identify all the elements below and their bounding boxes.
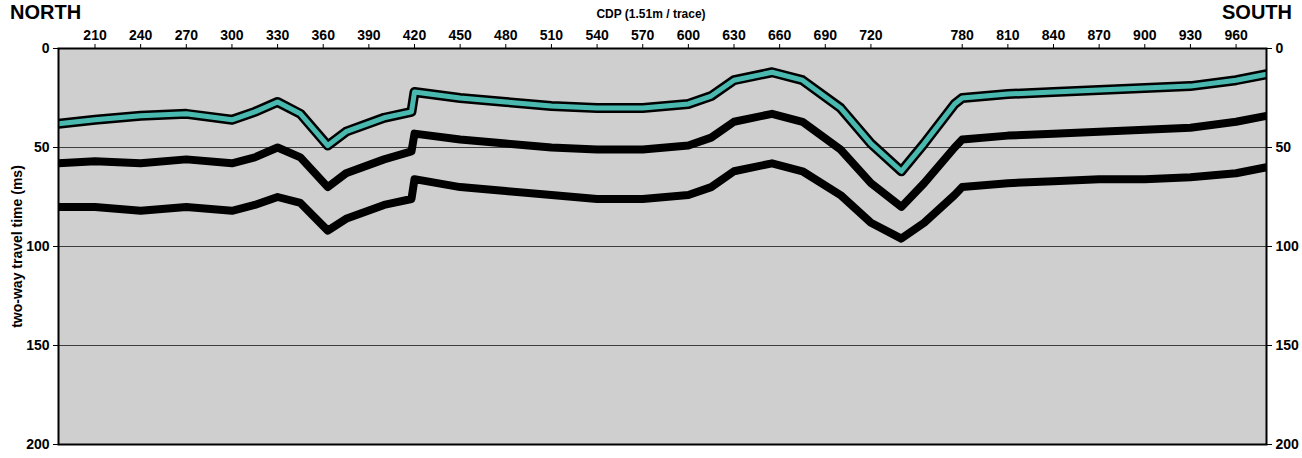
svg-text:210: 210 bbox=[83, 27, 107, 43]
svg-text:840: 840 bbox=[1042, 27, 1066, 43]
html-text:NORTH: NORTH bbox=[10, 1, 82, 23]
svg-text:200: 200 bbox=[1276, 436, 1300, 452]
svg-text:270: 270 bbox=[175, 27, 199, 43]
svg-text:330: 330 bbox=[266, 27, 290, 43]
svg-text:900: 900 bbox=[1133, 27, 1157, 43]
svg-text:690: 690 bbox=[814, 27, 838, 43]
html-text:CDP (1.51m / trace): CDP (1.51m / trace) bbox=[596, 7, 706, 21]
svg-text:100: 100 bbox=[26, 238, 50, 254]
svg-text:810: 810 bbox=[996, 27, 1020, 43]
svg-text:780: 780 bbox=[951, 27, 975, 43]
svg-text:0: 0 bbox=[1276, 40, 1284, 56]
svg-text:510: 510 bbox=[540, 27, 564, 43]
svg-text:930: 930 bbox=[1179, 27, 1203, 43]
svg-text:450: 450 bbox=[448, 27, 472, 43]
svg-text:300: 300 bbox=[220, 27, 244, 43]
svg-text:960: 960 bbox=[1224, 27, 1248, 43]
svg-text:660: 660 bbox=[768, 27, 792, 43]
svg-text:480: 480 bbox=[494, 27, 518, 43]
svg-text:two-way travel time (ms): two-way travel time (ms) bbox=[9, 165, 25, 328]
svg-text:50: 50 bbox=[1276, 139, 1292, 155]
svg-text:50: 50 bbox=[34, 139, 50, 155]
svg-text:360: 360 bbox=[312, 27, 336, 43]
svg-text:0: 0 bbox=[42, 40, 50, 56]
svg-text:420: 420 bbox=[403, 27, 427, 43]
svg-text:100: 100 bbox=[1276, 238, 1300, 254]
svg-text:390: 390 bbox=[357, 27, 381, 43]
svg-text:630: 630 bbox=[722, 27, 746, 43]
svg-text:870: 870 bbox=[1087, 27, 1111, 43]
svg-text:540: 540 bbox=[585, 27, 609, 43]
svg-text:200: 200 bbox=[26, 436, 50, 452]
svg-text:720: 720 bbox=[859, 27, 883, 43]
svg-text:150: 150 bbox=[1276, 337, 1300, 353]
html-text:SOUTH: SOUTH bbox=[1222, 1, 1292, 23]
svg-text:570: 570 bbox=[631, 27, 655, 43]
svg-text:150: 150 bbox=[26, 337, 50, 353]
svg-text:600: 600 bbox=[677, 27, 701, 43]
svg-text:240: 240 bbox=[129, 27, 153, 43]
